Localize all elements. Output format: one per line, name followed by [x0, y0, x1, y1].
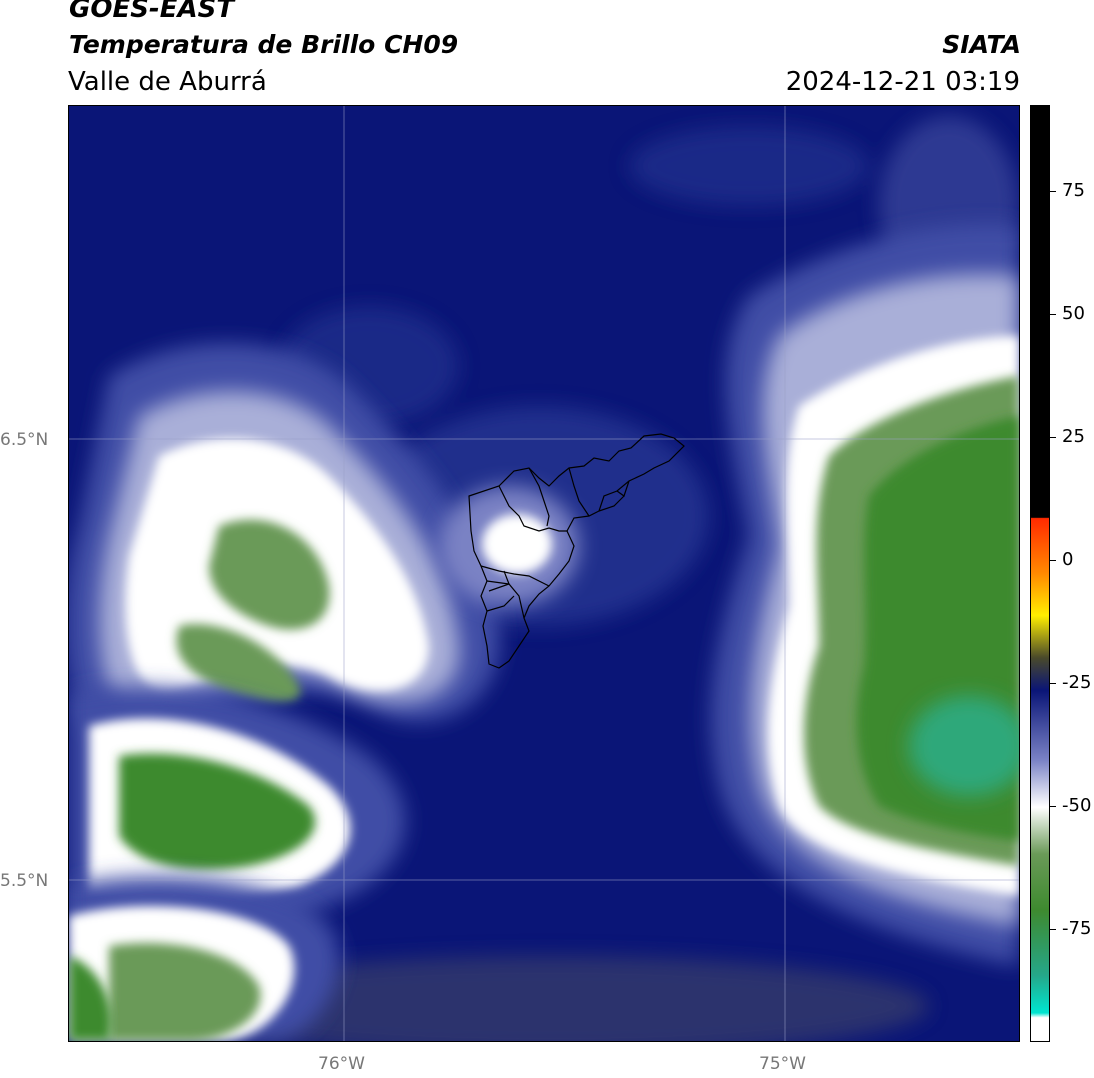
colorbar-tick-label: 50 [1062, 303, 1085, 324]
colorbar-tick-mark [1050, 314, 1056, 315]
center-cloud-patch [439, 486, 579, 606]
product-title: Temperatura de Brillo CH09 [69, 30, 459, 59]
colorbar-tick-label: 75 [1062, 180, 1085, 201]
lat-label-6-5n: 6.5°N [0, 430, 49, 450]
lat-label-5-5n: 5.5°N [0, 871, 49, 891]
municipality-boundaries [468, 433, 685, 669]
graticule [69, 106, 1019, 1041]
colorbar-tick-mark [1050, 437, 1056, 438]
colorbar-tick-label: -50 [1062, 795, 1092, 816]
map-canvas [69, 106, 1019, 1041]
satellite-title: GOES-EAST [69, 0, 235, 24]
brightness-temperature-map[interactable] [68, 105, 1020, 1042]
colorbar-tick-mark [1050, 191, 1056, 192]
colorbar-tick-mark [1050, 683, 1056, 684]
left-cold-cloud-region [69, 343, 500, 1041]
temperature-colorbar [1030, 105, 1050, 1042]
lon-label-76w: 76°W [318, 1054, 365, 1074]
colorbar-tick-mark [1050, 929, 1056, 930]
colorbar-tick-label: 25 [1062, 426, 1085, 447]
colorbar-tick-label: 0 [1062, 549, 1074, 570]
colorbar-tick-label: -25 [1062, 672, 1092, 693]
timestamp-label: 2024-12-21 03:19 [785, 67, 1020, 97]
lon-label-75w: 75°W [759, 1054, 806, 1074]
agency-label: SIATA [942, 30, 1021, 59]
colorbar-tick-mark [1050, 560, 1056, 561]
right-cold-cloud-region [710, 224, 1019, 967]
colorbar-tick-mark [1050, 806, 1056, 807]
colorbar-tick-label: -75 [1062, 918, 1092, 939]
region-subtitle: Valle de Aburrá [68, 67, 267, 97]
